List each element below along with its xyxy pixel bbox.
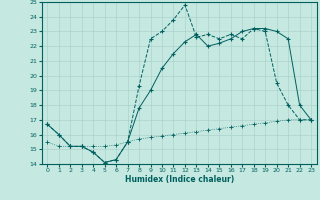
X-axis label: Humidex (Indice chaleur): Humidex (Indice chaleur) (124, 175, 234, 184)
